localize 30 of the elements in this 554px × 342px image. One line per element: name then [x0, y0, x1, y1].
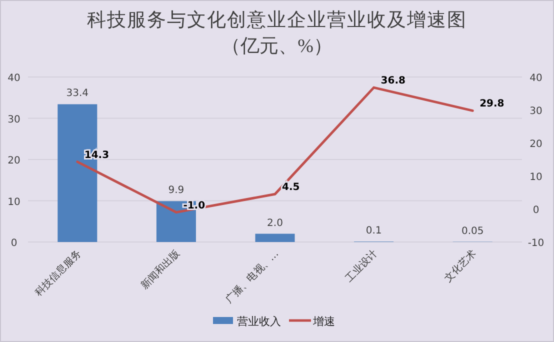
data-label: 36.8 — [380, 76, 406, 87]
y-tick-label: 30 — [8, 114, 20, 126]
x-tick-label: 文化艺术 — [442, 248, 479, 284]
y-tick-label: 20 — [8, 156, 20, 166]
legend-label: 增速 — [312, 315, 335, 328]
data-label: 2.0 — [267, 218, 283, 229]
legend-label: 营业收入 — [237, 315, 281, 328]
y-tick-label: 0 — [10, 238, 18, 249]
data-label: 33.4 — [66, 88, 89, 100]
data-label: 0.1 — [366, 226, 382, 237]
y-tick-label: 40 — [8, 73, 20, 84]
y2-tick-label: 0 — [532, 205, 540, 216]
data-label: 4.5 — [282, 182, 300, 194]
bar — [255, 234, 295, 242]
y2-tick-label: 20 — [530, 139, 542, 150]
x-tick-label: 科技信息服务 — [32, 248, 84, 299]
data-label: 9.9 — [168, 185, 184, 196]
y2-tick-label: 10 — [530, 172, 542, 183]
chart-title: 科技服务与文化创意业企业营业收及增速图 — [87, 10, 467, 31]
y2-tick-label: 40 — [530, 73, 542, 84]
y2-tick-label: 30 — [530, 106, 542, 117]
y-tick-label: 10 — [8, 196, 20, 208]
x-tick-label: 新闻和出版 — [138, 248, 182, 292]
y2-tick-label: -10 — [528, 238, 544, 249]
x-tick-label: 工业设计 — [343, 248, 380, 284]
data-label: 29.8 — [480, 98, 504, 110]
data-label: 0.05 — [461, 226, 484, 237]
chart-subtitle: （亿元、%） — [222, 36, 332, 57]
x-tick-label: 广播、电视、… — [223, 248, 282, 306]
data-label: 14.3 — [84, 150, 110, 161]
